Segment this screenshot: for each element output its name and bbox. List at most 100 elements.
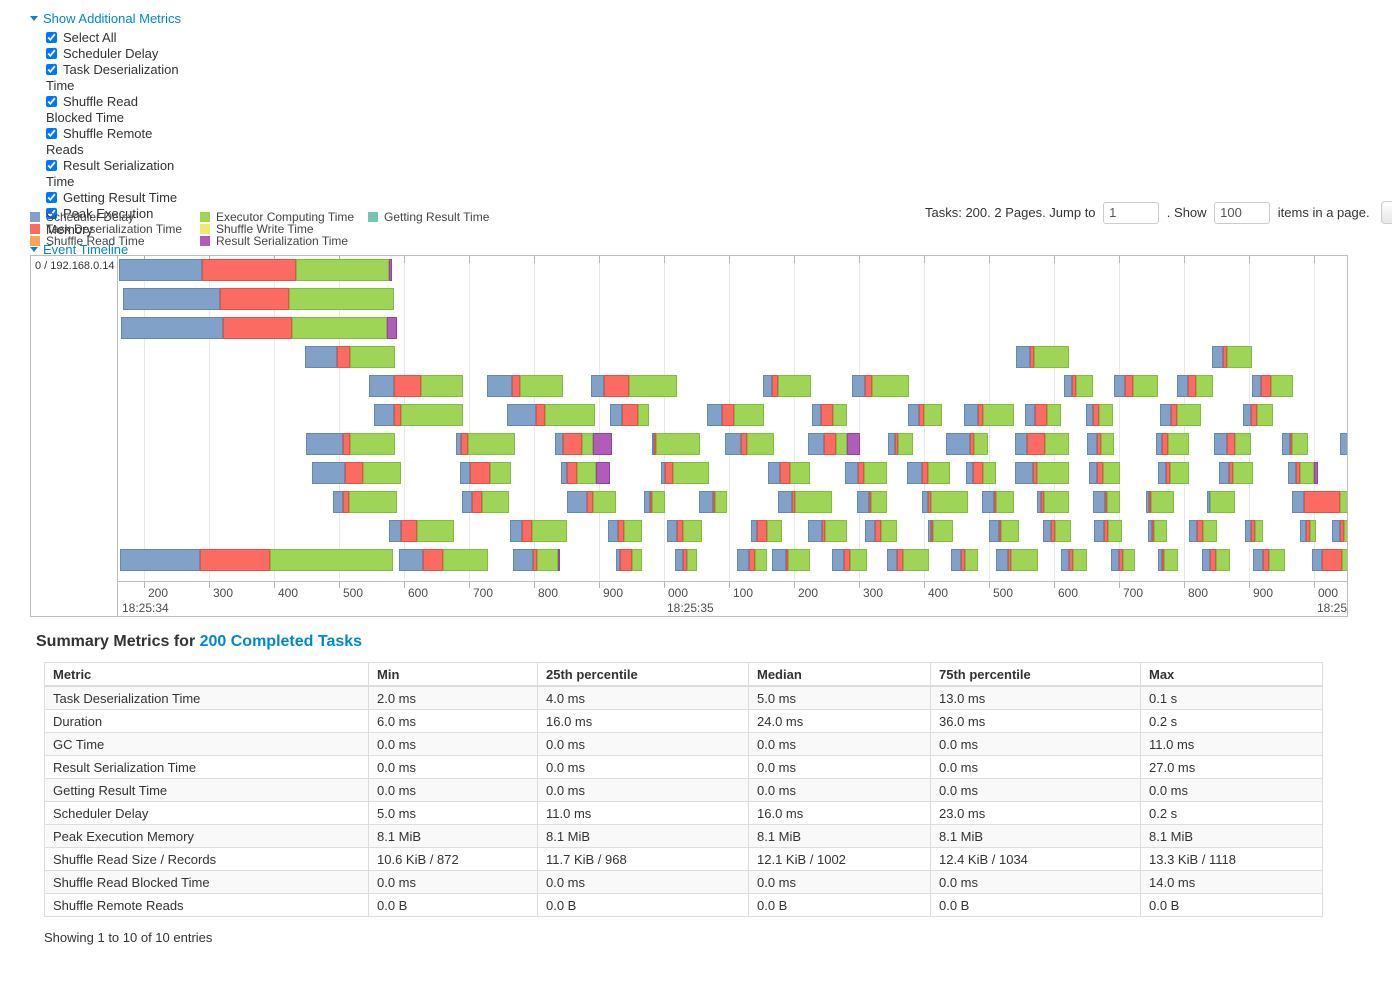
timeline-task-bar[interactable] bbox=[707, 404, 764, 426]
timeline-task-bar[interactable] bbox=[1086, 404, 1113, 426]
timeline-task-bar[interactable] bbox=[399, 549, 488, 571]
timeline-task-bar[interactable] bbox=[808, 433, 860, 455]
timeline-task-bar[interactable] bbox=[1300, 520, 1316, 542]
timeline-task-bar[interactable] bbox=[865, 520, 897, 542]
timeline-task-bar[interactable] bbox=[966, 462, 996, 484]
timeline-task-bar[interactable] bbox=[1111, 549, 1135, 571]
timeline-task-bar[interactable] bbox=[812, 404, 847, 426]
timeline-task-bar[interactable] bbox=[857, 491, 887, 513]
timeline-task-bar[interactable] bbox=[1160, 404, 1201, 426]
timeline-task-bar[interactable] bbox=[1064, 375, 1093, 397]
go-button[interactable]: Go bbox=[1381, 201, 1392, 224]
timeline-task-bar[interactable] bbox=[725, 433, 774, 455]
timeline-task-bar[interactable] bbox=[1282, 433, 1308, 455]
timeline-task-bar[interactable] bbox=[1114, 375, 1158, 397]
timeline-task-bar[interactable] bbox=[652, 433, 700, 455]
timeline-task-bar[interactable] bbox=[982, 491, 1014, 513]
timeline-task-bar[interactable] bbox=[699, 491, 727, 513]
timeline-task-bar[interactable] bbox=[1312, 549, 1347, 571]
timeline-task-bar[interactable] bbox=[1207, 491, 1235, 513]
timeline-task-bar[interactable] bbox=[1288, 462, 1318, 484]
timeline-task-bar[interactable] bbox=[462, 491, 509, 513]
timeline-task-bar[interactable] bbox=[1037, 491, 1069, 513]
timeline-task-bar[interactable] bbox=[123, 288, 394, 310]
timeline-task-bar[interactable] bbox=[845, 462, 887, 484]
timeline-task-bar[interactable] bbox=[389, 520, 454, 542]
timeline-task-bar[interactable] bbox=[946, 433, 988, 455]
timeline-task-bar[interactable] bbox=[1087, 433, 1114, 455]
items-per-page-input[interactable] bbox=[1214, 201, 1271, 224]
timeline-task-bar[interactable] bbox=[1156, 433, 1189, 455]
timeline-task-bar[interactable] bbox=[852, 375, 909, 397]
timeline-task-bar[interactable] bbox=[1245, 520, 1263, 542]
timeline-task-bar[interactable] bbox=[1214, 433, 1251, 455]
timeline-task-bar[interactable] bbox=[513, 549, 560, 571]
timeline-task-bar[interactable] bbox=[567, 491, 616, 513]
metric-checkbox[interactable] bbox=[46, 160, 57, 171]
timeline-task-bar[interactable] bbox=[768, 462, 810, 484]
timeline-task-bar[interactable] bbox=[369, 375, 463, 397]
timeline-task-bar[interactable] bbox=[928, 520, 953, 542]
metric-checkbox[interactable] bbox=[46, 48, 57, 59]
timeline-task-bar[interactable] bbox=[996, 549, 1038, 571]
timeline-task-bar[interactable] bbox=[832, 549, 867, 571]
timeline-task-bar[interactable] bbox=[305, 346, 395, 368]
metric-checkbox[interactable] bbox=[46, 192, 57, 203]
timeline-task-bar[interactable] bbox=[333, 491, 397, 513]
metric-checkbox[interactable] bbox=[46, 96, 57, 107]
timeline-task-bar[interactable] bbox=[306, 433, 395, 455]
timeline-task-bar[interactable] bbox=[120, 549, 393, 571]
timeline-task-bar[interactable] bbox=[1146, 491, 1174, 513]
metric-checkbox[interactable] bbox=[46, 64, 57, 75]
timeline-task-bar[interactable] bbox=[808, 520, 847, 542]
timeline-task-bar[interactable] bbox=[1243, 404, 1273, 426]
timeline-task-bar[interactable] bbox=[1189, 520, 1217, 542]
timeline-task-bar[interactable] bbox=[456, 433, 515, 455]
event-timeline-link[interactable]: Event Timeline bbox=[30, 243, 128, 257]
timeline-task-bar[interactable] bbox=[616, 549, 642, 571]
metric-checkbox[interactable] bbox=[46, 32, 57, 43]
timeline-task-bar[interactable] bbox=[1292, 491, 1347, 513]
timeline-task-bar[interactable] bbox=[1089, 462, 1120, 484]
timeline-task-bar[interactable] bbox=[1158, 549, 1178, 571]
timeline-task-bar[interactable] bbox=[487, 375, 563, 397]
timeline-task-bar[interactable] bbox=[661, 462, 709, 484]
timeline-task-bar[interactable] bbox=[1202, 549, 1230, 571]
timeline-task-bar[interactable] bbox=[737, 549, 767, 571]
jump-to-page-input[interactable] bbox=[1103, 201, 1160, 224]
timeline-task-bar[interactable] bbox=[1253, 549, 1285, 571]
timeline-task-bar[interactable] bbox=[922, 491, 968, 513]
timeline-task-bar[interactable] bbox=[951, 549, 978, 571]
timeline-task-bar[interactable] bbox=[1252, 375, 1293, 397]
timeline-task-bar[interactable] bbox=[763, 375, 811, 397]
timeline-task-bar[interactable] bbox=[591, 375, 677, 397]
timeline-task-bar[interactable] bbox=[989, 520, 1019, 542]
timeline-task-bar[interactable] bbox=[1093, 491, 1120, 513]
timeline-task-bar[interactable] bbox=[1212, 346, 1252, 368]
timeline-task-bar[interactable] bbox=[555, 433, 612, 455]
timeline-task-bar[interactable] bbox=[778, 491, 832, 513]
timeline-task-bar[interactable] bbox=[1158, 462, 1189, 484]
timeline-task-bar[interactable] bbox=[1061, 549, 1087, 571]
timeline-task-bar[interactable] bbox=[1340, 433, 1347, 455]
metric-checkbox[interactable] bbox=[46, 128, 57, 139]
timeline-task-bar[interactable] bbox=[1043, 520, 1071, 542]
timeline-task-bar[interactable] bbox=[964, 404, 1014, 426]
timeline-task-bar[interactable] bbox=[608, 520, 642, 542]
timeline-task-bar[interactable] bbox=[507, 404, 595, 426]
timeline-task-bar[interactable] bbox=[675, 549, 697, 571]
completed-tasks-link[interactable]: 200 Completed Tasks bbox=[199, 633, 363, 650]
timeline-task-bar[interactable] bbox=[561, 462, 610, 484]
timeline-task-bar[interactable] bbox=[460, 462, 511, 484]
timeline-task-bar[interactable] bbox=[908, 404, 942, 426]
timeline-task-bar[interactable] bbox=[887, 549, 929, 571]
timeline-task-bar[interactable] bbox=[610, 404, 649, 426]
timeline-task-bar[interactable] bbox=[772, 549, 810, 571]
timeline-task-bar[interactable] bbox=[510, 520, 567, 542]
timeline-task-bar[interactable] bbox=[374, 404, 463, 426]
timeline-task-bar[interactable] bbox=[312, 462, 401, 484]
timeline-task-bar[interactable] bbox=[1015, 433, 1069, 455]
timeline-task-bar[interactable] bbox=[1219, 462, 1253, 484]
timeline-task-bar[interactable] bbox=[644, 491, 665, 513]
timeline-task-bar[interactable] bbox=[121, 317, 397, 339]
